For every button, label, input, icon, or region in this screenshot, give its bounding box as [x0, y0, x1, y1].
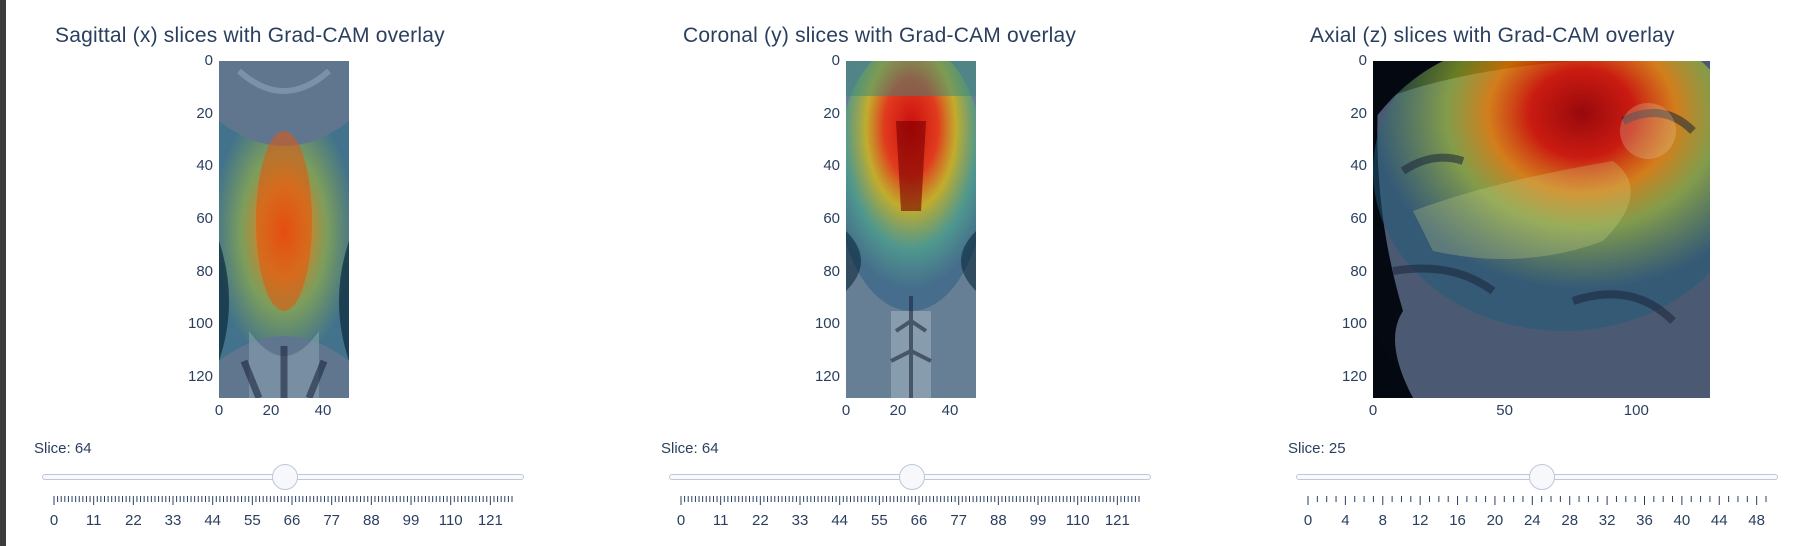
coronal-slice-prefix: Slice: — [661, 440, 702, 457]
coronal-slider-step-label[interactable]: 11 — [712, 512, 729, 529]
sagittal-x-tick: 0 — [214, 402, 224, 419]
coronal-slider-ticks — [680, 496, 1140, 505]
sagittal-y-tick: 60 — [196, 209, 213, 227]
axial-slider-step-label[interactable]: 36 — [1636, 512, 1653, 529]
axial-slider-step-label[interactable]: 8 — [1378, 512, 1387, 529]
sagittal-title: Sagittal (x) slices with Grad-CAM overla… — [55, 24, 445, 47]
axial-slice-value: 25 — [1328, 440, 1346, 457]
sagittal-y-tick: 0 — [204, 52, 213, 69]
window-edge — [0, 0, 6, 546]
coronal-slider-step-label[interactable]: 110 — [1065, 512, 1090, 529]
coronal-slider-step-label[interactable]: 88 — [990, 512, 1007, 529]
axial-slider-step-label[interactable]: 40 — [1673, 512, 1691, 529]
axial-slice-label: Slice: 25 — [1288, 440, 1346, 457]
sagittal-slider-step-label[interactable]: 44 — [204, 512, 222, 529]
coronal-title: Coronal (y) slices with Grad-CAM overlay — [683, 24, 1077, 47]
sagittal-slider-step-label[interactable]: 55 — [244, 512, 261, 529]
sagittal-slider-step-label[interactable]: 88 — [363, 512, 380, 529]
coronal-slider-step-label[interactable]: 33 — [791, 512, 809, 529]
sagittal-slider-step-label[interactable]: 22 — [124, 512, 142, 529]
axial-slider-handle[interactable] — [1528, 464, 1555, 490]
axial-slider-step-label[interactable]: 28 — [1561, 512, 1579, 529]
coronal-y-tick: 100 — [814, 315, 840, 333]
coronal-slider-step-label[interactable]: 121 — [1104, 512, 1130, 529]
axial-slider-step-label[interactable]: 0 — [1303, 512, 1313, 529]
axial-slider-step-label[interactable]: 44 — [1710, 512, 1728, 529]
coronal-slider-handle[interactable] — [898, 464, 925, 490]
coronal-slice-value: 64 — [701, 440, 719, 457]
axial-slider-step-label[interactable]: 32 — [1598, 512, 1616, 529]
axial-image[interactable] — [1373, 61, 1710, 398]
sagittal-y-tick: 20 — [196, 104, 213, 122]
axial-y-tick: 120 — [1341, 367, 1367, 385]
sagittal-slider-step-label[interactable]: 77 — [323, 512, 341, 529]
coronal-x-tick: 20 — [889, 402, 907, 419]
axial-slider-step-label[interactable]: 24 — [1523, 512, 1541, 529]
sagittal-slider-step-label[interactable]: 99 — [402, 512, 420, 529]
sagittal-y-tick: 40 — [196, 157, 213, 175]
sagittal-slider-step-label[interactable]: 0 — [49, 512, 59, 529]
coronal-image[interactable] — [846, 61, 976, 398]
sagittal-slider-step-label[interactable]: 121 — [477, 512, 503, 529]
axial-slider-step-label[interactable]: 20 — [1486, 512, 1504, 529]
axial-slider-step-label[interactable]: 4 — [1341, 512, 1350, 529]
sagittal-slice-value: 64 — [74, 440, 92, 457]
coronal-slider-step-label[interactable]: 77 — [950, 512, 968, 529]
coronal-x-tick: 0 — [841, 402, 851, 419]
sagittal-slider-handle[interactable] — [271, 464, 298, 490]
axial-slice-prefix: Slice: — [1288, 440, 1329, 457]
coronal-y-tick: 120 — [814, 367, 840, 385]
sagittal-y-tick: 80 — [196, 262, 213, 280]
axial-y-tick: 80 — [1350, 262, 1367, 280]
coronal-slider-step-label[interactable]: 99 — [1029, 512, 1047, 529]
coronal-y-tick: 40 — [823, 157, 840, 175]
coronal-y-tick: 80 — [823, 262, 840, 280]
sagittal-slider-ticks — [53, 496, 513, 505]
coronal-slider-step-label[interactable]: 0 — [676, 512, 686, 529]
sagittal-x-tick: 40 — [314, 402, 332, 419]
sagittal-y-tick: 120 — [187, 367, 213, 385]
coronal-y-tick: 20 — [823, 104, 840, 122]
axial-y-tick: 0 — [1358, 52, 1367, 69]
axial-slider-step-label[interactable]: 16 — [1449, 512, 1466, 529]
sagittal-panel: Sagittal (x) slices with Grad-CAM overla… — [0, 0, 600, 546]
sagittal-slice-label: Slice: 64 — [34, 440, 92, 457]
axial-x-tick: 0 — [1368, 402, 1378, 419]
sagittal-slice-prefix: Slice: — [34, 440, 75, 457]
coronal-slider-step-label[interactable]: 66 — [910, 512, 928, 529]
coronal-y-tick: 60 — [823, 209, 840, 227]
sagittal-slider-step-label[interactable]: 33 — [164, 512, 182, 529]
axial-slider-step-label[interactable]: 12 — [1411, 512, 1429, 529]
sagittal-image[interactable] — [219, 61, 349, 398]
sagittal-slider-step-label[interactable]: 110 — [438, 512, 463, 529]
axial-slider-ticks — [1307, 496, 1767, 505]
axial-y-tick: 20 — [1350, 104, 1367, 122]
axial-x-tick: 100 — [1623, 402, 1649, 419]
axial-x-tick: 50 — [1496, 402, 1513, 419]
sagittal-slider-step-label[interactable]: 66 — [283, 512, 301, 529]
coronal-panel: Coronal (y) slices with Grad-CAM overlay… — [627, 0, 1227, 546]
axial-y-tick: 60 — [1350, 209, 1367, 227]
axial-y-tick: 100 — [1341, 315, 1367, 333]
axial-y-tick: 40 — [1350, 157, 1367, 175]
coronal-slider-step-label[interactable]: 55 — [871, 512, 888, 529]
sagittal-y-tick: 100 — [187, 315, 213, 333]
sagittal-x-tick: 20 — [262, 402, 280, 419]
sagittal-slider-step-label[interactable]: 11 — [85, 512, 102, 529]
coronal-slider-step-label[interactable]: 22 — [751, 512, 769, 529]
coronal-x-tick: 40 — [941, 402, 959, 419]
coronal-y-tick: 0 — [831, 52, 840, 69]
axial-slider-step-label[interactable]: 48 — [1748, 512, 1765, 529]
axial-title: Axial (z) slices with Grad-CAM overlay — [1310, 24, 1675, 47]
coronal-slider-step-label[interactable]: 44 — [831, 512, 849, 529]
axial-panel: Axial (z) slices with Grad-CAM overlay 0… — [1254, 0, 1801, 546]
coronal-slice-label: Slice: 64 — [661, 440, 719, 457]
